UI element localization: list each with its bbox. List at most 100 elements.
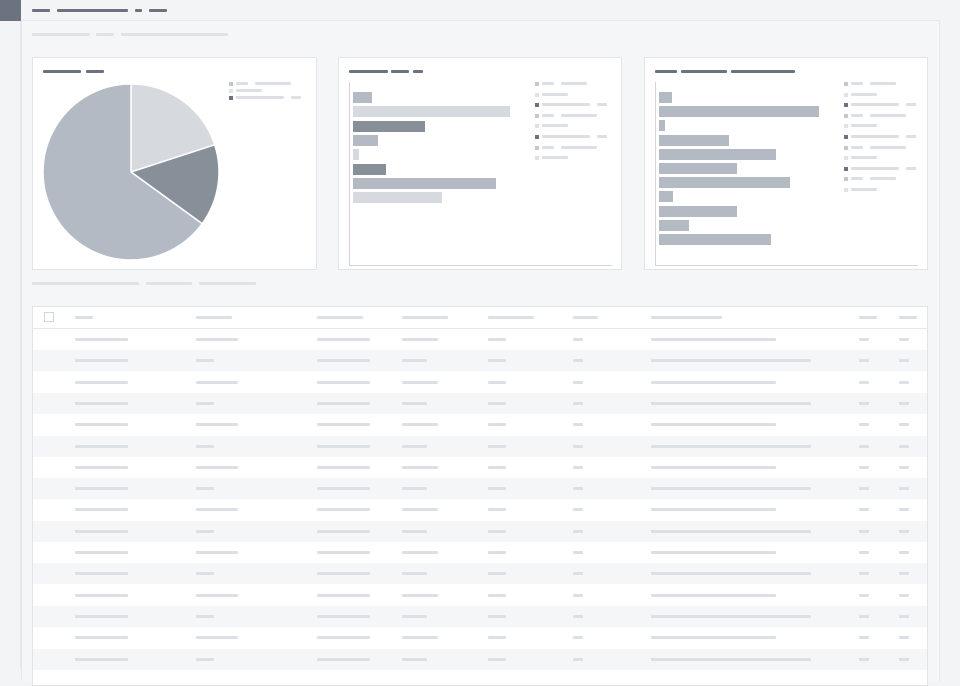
legend-label <box>542 124 568 128</box>
table-row[interactable] <box>33 372 927 393</box>
breadcrumb-item-3[interactable] <box>135 9 142 12</box>
legend-item[interactable] <box>229 89 313 93</box>
bar-3[interactable] <box>353 120 426 132</box>
legend-item[interactable] <box>535 103 619 108</box>
legend-label <box>542 135 590 138</box>
table-cell <box>317 529 370 533</box>
table-row[interactable] <box>33 542 927 563</box>
table-cell <box>402 359 427 363</box>
bar-5[interactable] <box>353 149 360 161</box>
legend-item[interactable] <box>229 96 313 100</box>
bar-6[interactable] <box>353 163 386 175</box>
table-cell <box>75 359 128 363</box>
column-header[interactable] <box>651 316 722 319</box>
table-cell <box>573 338 583 341</box>
select-all-checkbox[interactable] <box>44 312 54 322</box>
table-row[interactable] <box>33 392 927 414</box>
legend-item[interactable] <box>844 166 928 171</box>
bar-2[interactable] <box>659 106 819 118</box>
legend-item[interactable] <box>844 177 928 182</box>
legend-item[interactable] <box>535 156 619 161</box>
legend-item[interactable] <box>844 113 928 118</box>
table-cell <box>317 465 370 469</box>
table-cell <box>196 657 214 661</box>
column-header[interactable] <box>196 316 232 319</box>
legend-item[interactable] <box>229 82 313 86</box>
table-row[interactable] <box>33 520 927 542</box>
column-header[interactable] <box>859 316 877 319</box>
column-header[interactable] <box>573 316 598 319</box>
table-row[interactable] <box>33 563 927 585</box>
pie-slice-3[interactable] <box>42 83 204 261</box>
table-cell <box>196 444 214 448</box>
table-row[interactable] <box>33 435 927 457</box>
bar-4[interactable] <box>659 134 730 146</box>
legend-item[interactable] <box>844 188 928 192</box>
legend-item[interactable] <box>844 82 928 86</box>
table-cell <box>402 572 427 576</box>
bar-8[interactable] <box>353 192 443 204</box>
table-row[interactable] <box>33 350 927 372</box>
table-row[interactable] <box>33 414 927 435</box>
legend-label-suffix <box>291 96 301 99</box>
table-row[interactable] <box>33 478 927 500</box>
bar-7[interactable] <box>353 177 496 189</box>
bar-5[interactable] <box>659 148 776 160</box>
bar-7[interactable] <box>659 177 791 189</box>
pie-slice-1[interactable] <box>130 83 216 174</box>
table-row[interactable] <box>33 627 927 648</box>
legend-item[interactable] <box>844 124 928 129</box>
column-header[interactable] <box>402 316 448 319</box>
table-row[interactable] <box>33 648 927 670</box>
table-cell <box>75 551 128 554</box>
table-row[interactable] <box>33 605 927 627</box>
column-header[interactable] <box>488 316 534 319</box>
bar-10[interactable] <box>659 219 690 231</box>
table-cell <box>488 359 506 363</box>
table-cell <box>488 593 506 597</box>
table-cell <box>196 636 238 640</box>
legend-item[interactable] <box>844 103 928 108</box>
breadcrumb-item-4[interactable] <box>149 9 167 12</box>
bar-6[interactable] <box>659 163 738 174</box>
bar-4[interactable] <box>353 134 379 146</box>
legend-item[interactable] <box>844 135 928 139</box>
table-row[interactable] <box>33 499 927 520</box>
legend-item[interactable] <box>535 124 619 129</box>
legend-item[interactable] <box>535 135 619 139</box>
column-header[interactable] <box>899 316 917 319</box>
legend-label <box>542 156 568 160</box>
table-cell <box>899 657 909 661</box>
legend-item[interactable] <box>844 156 928 161</box>
bar-3[interactable] <box>659 120 666 132</box>
column-header[interactable] <box>75 316 93 319</box>
bar-8[interactable] <box>659 191 674 203</box>
pie-slice-2[interactable] <box>129 143 220 225</box>
bar-1[interactable] <box>659 92 672 103</box>
table-cell <box>317 657 370 661</box>
breadcrumb-item-1[interactable] <box>32 9 50 12</box>
legend-swatch <box>844 124 848 129</box>
table-row[interactable] <box>33 329 927 350</box>
legend-item[interactable] <box>535 82 619 86</box>
table-row[interactable] <box>33 585 927 606</box>
table-cell <box>402 551 438 554</box>
legend-item[interactable] <box>844 145 928 150</box>
bar-9[interactable] <box>659 205 738 217</box>
pie-chart-card <box>32 57 317 270</box>
legend-item[interactable] <box>844 92 928 97</box>
legend-item[interactable] <box>535 113 619 118</box>
table-row[interactable] <box>33 457 927 478</box>
chart-title <box>655 70 677 73</box>
bar-1[interactable] <box>353 92 372 103</box>
bar-11[interactable] <box>659 234 771 245</box>
bar-2[interactable] <box>353 106 510 118</box>
table-cell <box>196 572 214 576</box>
legend-item[interactable] <box>535 145 619 150</box>
table-cell <box>317 551 370 554</box>
legend-item[interactable] <box>535 92 619 97</box>
column-header[interactable] <box>317 316 363 319</box>
table-cell <box>402 636 438 640</box>
breadcrumb-item-2[interactable] <box>57 9 128 12</box>
app-logo[interactable] <box>0 0 21 21</box>
